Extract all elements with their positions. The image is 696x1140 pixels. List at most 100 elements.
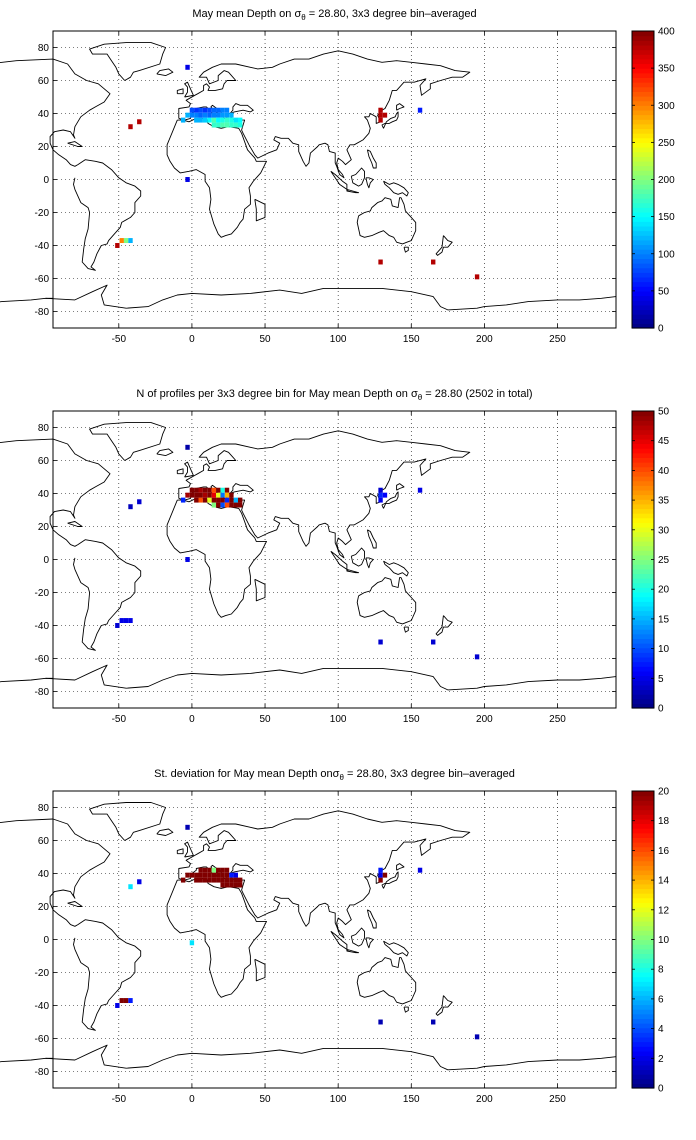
colorbar-segment <box>632 40 654 46</box>
coastline <box>381 871 399 889</box>
y-tick-label: -40 <box>35 241 50 252</box>
data-cell <box>216 877 221 883</box>
colorbar-tick-label: 0 <box>658 704 664 715</box>
data-cell <box>202 112 208 118</box>
data-cell <box>216 497 221 503</box>
coastline <box>0 1044 617 1071</box>
colorbar-segment <box>632 791 654 797</box>
x-tick-label: 150 <box>403 334 420 345</box>
colorbar-segment <box>632 434 654 440</box>
y-tick-label: -60 <box>35 274 50 285</box>
colorbar-segment <box>632 72 654 79</box>
colorbar-tick-label: 25 <box>658 555 670 566</box>
coastlines <box>0 42 617 311</box>
coastline <box>73 919 142 1031</box>
coastline <box>184 461 194 478</box>
colorbar: 0 50 100 150 200 250 300 350 400 <box>631 27 675 335</box>
colorbar-segment <box>632 888 654 894</box>
data-cell <box>233 502 238 508</box>
data-cell <box>207 107 212 113</box>
colorbar-segment <box>632 661 654 667</box>
coastline <box>403 626 409 633</box>
colorbar-segment <box>632 267 654 273</box>
colorbar-segment <box>632 684 654 691</box>
colorbar-segment <box>632 554 654 561</box>
colorbar-segment <box>632 643 654 649</box>
colorbar-tick-label: 0 <box>658 1084 664 1095</box>
data-cell <box>474 654 480 660</box>
chart-title: May mean Depth on σθ = 28.80, 3x3 degree… <box>192 8 476 22</box>
data-cell <box>233 122 238 128</box>
colorbar-segment <box>632 619 654 626</box>
coastline <box>330 550 348 570</box>
data-cell <box>378 112 383 118</box>
colorbar-segment <box>632 91 654 97</box>
data-cell <box>237 497 243 503</box>
colorbar-segment <box>632 893 654 899</box>
data-cell <box>211 117 217 123</box>
data-cell <box>115 243 120 248</box>
y-tick-label: 80 <box>38 803 50 814</box>
colorbar-segment <box>632 1018 654 1024</box>
colorbar-tick-label: 50 <box>658 286 670 297</box>
colorbar-segment <box>632 800 654 806</box>
colorbar-segment <box>632 114 654 120</box>
colorbar-segment <box>632 976 654 982</box>
colorbar-tick-label: 250 <box>658 138 675 149</box>
colorbar-segment <box>632 851 654 857</box>
coastline <box>356 957 417 1005</box>
data-cell <box>224 107 230 113</box>
data-cell <box>382 872 388 878</box>
colorbar-segment <box>632 411 654 417</box>
data-cell <box>180 877 186 883</box>
colorbar-segment <box>632 689 654 695</box>
colorbar-segment <box>632 818 654 825</box>
data-cell <box>123 238 129 244</box>
data-cell <box>211 867 217 873</box>
colorbar-segment <box>632 448 654 454</box>
colorbar-tick-label: 2 <box>658 1054 664 1065</box>
data-cell <box>207 872 212 878</box>
colorbar-segment <box>632 452 654 459</box>
grid <box>53 791 616 1088</box>
data-cell <box>378 117 383 123</box>
colorbar-segment <box>632 601 654 607</box>
y-tick-label: 60 <box>38 76 50 87</box>
y-tick-label: 20 <box>38 522 50 533</box>
colorbar-segment <box>632 86 654 92</box>
colorbar-segment <box>632 615 654 621</box>
coastline <box>184 81 194 98</box>
colorbar-segment <box>632 629 654 635</box>
data-cell <box>198 492 203 498</box>
coastline <box>403 246 409 253</box>
data-cell <box>119 998 124 1004</box>
plot-area <box>53 791 616 1088</box>
data-cell <box>211 122 217 128</box>
coastline <box>396 483 405 491</box>
data-cell <box>202 492 208 498</box>
colorbar-segment <box>632 823 654 829</box>
colorbar-segment <box>632 578 654 584</box>
colorbar-segment <box>632 44 654 51</box>
colorbar-tick-label: 20 <box>658 787 670 798</box>
colorbar-segment <box>632 272 654 278</box>
colorbar-tick-label: 6 <box>658 994 664 1005</box>
data-cell <box>211 492 217 498</box>
x-tick-label: -50 <box>112 334 127 345</box>
colorbar-segment <box>632 1041 654 1047</box>
colorbar-segment <box>632 300 654 306</box>
y-tick-label: -40 <box>35 1001 50 1012</box>
colorbar-segment <box>632 999 654 1006</box>
title-sigma: σ <box>333 768 340 780</box>
y-tick-label: 0 <box>43 175 49 186</box>
colorbar-segment <box>632 174 654 181</box>
data-cell <box>216 872 221 878</box>
coastline <box>0 818 111 927</box>
coastline <box>166 117 267 238</box>
colorbar-tick-label: 4 <box>658 1024 664 1035</box>
data-cell <box>198 487 203 493</box>
data-cell <box>137 119 142 125</box>
coastlines <box>0 802 617 1071</box>
colorbar-segment <box>632 795 654 801</box>
